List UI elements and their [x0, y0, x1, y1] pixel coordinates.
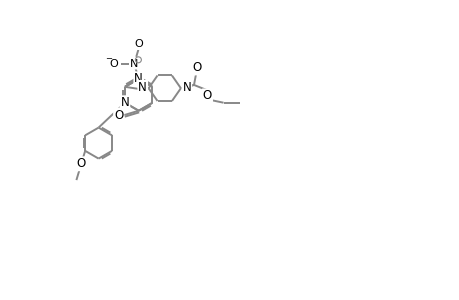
Text: O: O [202, 89, 212, 102]
Text: N: N [134, 72, 143, 86]
Text: O: O [134, 39, 142, 49]
Text: N: N [120, 96, 129, 109]
Text: N: N [182, 81, 191, 94]
Text: O: O [109, 58, 118, 69]
Text: N: N [138, 81, 147, 94]
Text: O: O [192, 61, 202, 74]
Text: O: O [77, 157, 86, 170]
Text: N: N [129, 58, 138, 69]
Text: −: − [105, 54, 112, 63]
Text: O: O [114, 109, 123, 122]
